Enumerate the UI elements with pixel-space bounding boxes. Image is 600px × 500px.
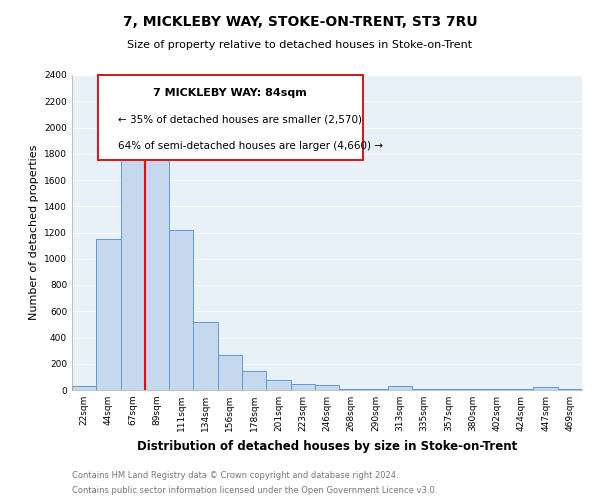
Bar xyxy=(169,230,193,390)
Bar xyxy=(266,380,290,390)
Bar xyxy=(315,386,339,390)
Text: 64% of semi-detached houses are larger (4,660) →: 64% of semi-detached houses are larger (… xyxy=(118,141,383,151)
Bar xyxy=(96,239,121,390)
Text: ← 35% of detached houses are smaller (2,570): ← 35% of detached houses are smaller (2,… xyxy=(118,114,362,124)
Bar xyxy=(72,386,96,390)
Bar xyxy=(242,371,266,390)
Bar xyxy=(145,148,169,390)
Text: 7, MICKLEBY WAY, STOKE-ON-TRENT, ST3 7RU: 7, MICKLEBY WAY, STOKE-ON-TRENT, ST3 7RU xyxy=(122,15,478,29)
FancyBboxPatch shape xyxy=(97,75,363,160)
Text: Contains public sector information licensed under the Open Government Licence v3: Contains public sector information licen… xyxy=(72,486,437,495)
Bar xyxy=(121,132,145,390)
Bar xyxy=(533,388,558,390)
Text: Size of property relative to detached houses in Stoke-on-Trent: Size of property relative to detached ho… xyxy=(127,40,473,50)
Bar xyxy=(193,322,218,390)
Bar xyxy=(461,388,485,390)
Bar xyxy=(339,388,364,390)
X-axis label: Distribution of detached houses by size in Stoke-on-Trent: Distribution of detached houses by size … xyxy=(137,440,517,452)
Text: Contains HM Land Registry data © Crown copyright and database right 2024.: Contains HM Land Registry data © Crown c… xyxy=(72,471,398,480)
Bar xyxy=(218,355,242,390)
Text: 7 MICKLEBY WAY: 84sqm: 7 MICKLEBY WAY: 84sqm xyxy=(153,88,307,98)
Bar xyxy=(290,384,315,390)
Y-axis label: Number of detached properties: Number of detached properties xyxy=(29,145,38,320)
Bar xyxy=(388,386,412,390)
